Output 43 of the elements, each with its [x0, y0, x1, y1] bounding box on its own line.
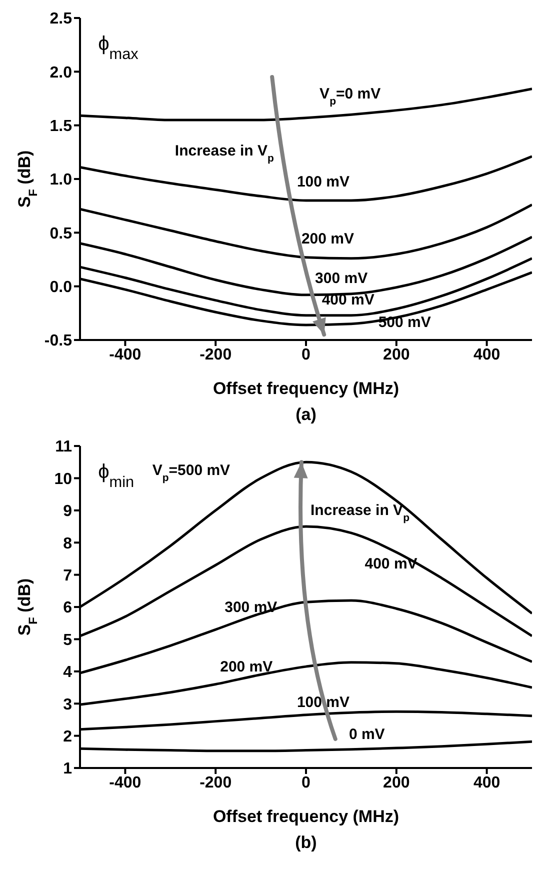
- y-tick-label: 7: [63, 567, 72, 584]
- x-tick-label: 400: [473, 774, 500, 792]
- y-tick-label: 1.0: [50, 172, 72, 189]
- y-tick-label: 3: [63, 696, 72, 714]
- y-tick-label: 9: [63, 503, 72, 520]
- series-label: 300 mV: [315, 270, 368, 288]
- x-tick-label: -400: [109, 774, 142, 792]
- y-tick-label: 8: [63, 535, 72, 552]
- series-label: 100 mV: [296, 174, 350, 191]
- y-tick-label: 4: [63, 664, 72, 682]
- y-tick-label: 5: [63, 632, 72, 649]
- annotation: ϕ$_{max}$: [98, 33, 139, 63]
- series-label: 100 mV: [296, 694, 350, 711]
- series-label: 200 mV: [301, 230, 354, 248]
- y-tick-label: 6: [63, 600, 72, 617]
- x-axis-title: Offset frequency (MHz): [212, 807, 400, 826]
- annotation: Increase in V$_{p}$: [174, 142, 274, 164]
- y-tick-label: 11: [55, 438, 72, 456]
- annotation: ϕ$_{min}$: [98, 461, 134, 491]
- y-tick-label: 1.5: [50, 118, 72, 136]
- y-tick-label: 2: [63, 728, 72, 746]
- x-tick-label: 0: [302, 346, 311, 364]
- text: (a): [296, 405, 316, 424]
- y-tick-label: 0.5: [50, 225, 72, 242]
- x-tick-label: 0: [302, 774, 311, 792]
- y-tick-label: 0.0: [50, 279, 72, 296]
- text: (b): [295, 833, 317, 852]
- x-tick-label: -400: [109, 346, 142, 364]
- y-tick-label: 10: [54, 470, 72, 488]
- x-tick-label: 400: [473, 346, 500, 364]
- x-tick-label: 200: [383, 774, 410, 792]
- series-label: V$_{p}$=0 mV: [320, 86, 381, 108]
- y-tick-label: 1: [63, 760, 72, 778]
- y-tick-label: 2.0: [50, 64, 72, 82]
- series-label: 0 mV: [348, 726, 385, 744]
- y-tick-label: 2.5: [50, 10, 72, 28]
- series-label: 200 mV: [220, 658, 273, 676]
- x-tick-label: -200: [200, 774, 232, 792]
- x-tick-label: 200: [383, 346, 410, 364]
- y-tick-label: -0.5: [44, 332, 72, 350]
- series-label: V$_{p}$=500 mV: [152, 462, 230, 484]
- x-tick-label: -200: [200, 346, 232, 364]
- x-axis-title: Offset frequency (MHz): [212, 379, 400, 398]
